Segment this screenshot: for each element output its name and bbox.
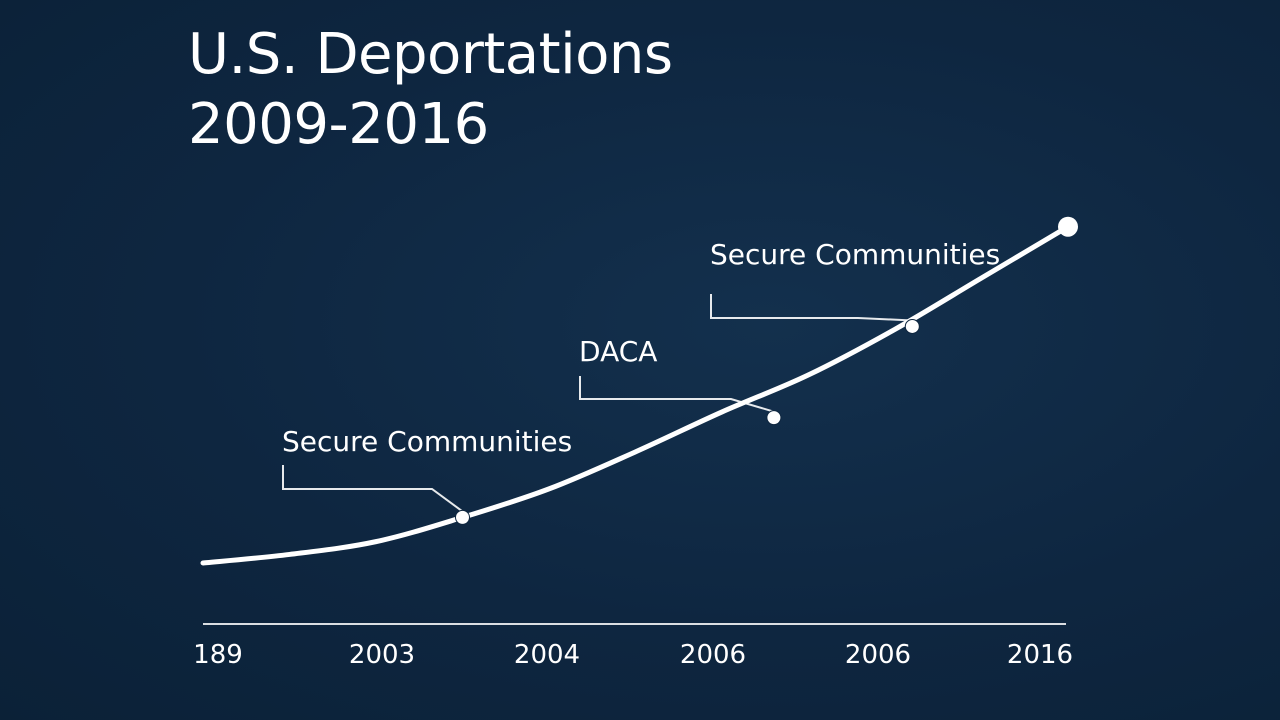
x-tick-label: 2016 <box>1007 640 1073 670</box>
annotation-label: Secure Communities <box>282 425 572 458</box>
annotation-point-marker <box>904 318 920 334</box>
annotation-leader-line <box>710 294 913 322</box>
chart-title-line-2: 2009-2016 <box>188 92 489 157</box>
series-line <box>200 224 1071 566</box>
x-tick-label: 189 <box>193 640 243 670</box>
annotation-point-marker <box>455 509 470 525</box>
x-tick-label: 2006 <box>845 640 911 670</box>
series-endpoint-marker <box>1058 216 1078 237</box>
x-tick-label: 2003 <box>349 640 415 670</box>
annotation-label: DACA <box>579 335 657 368</box>
x-tick-label: 2006 <box>680 640 746 670</box>
x-tick-label: 2004 <box>514 640 580 670</box>
annotation-label: Secure Communities <box>710 238 1000 271</box>
annotation-point-marker <box>766 410 782 426</box>
annotation-leader-line <box>282 465 464 513</box>
annotation-leader-line <box>579 376 775 413</box>
chart-title-line-1: U.S. Deportations <box>188 22 673 87</box>
